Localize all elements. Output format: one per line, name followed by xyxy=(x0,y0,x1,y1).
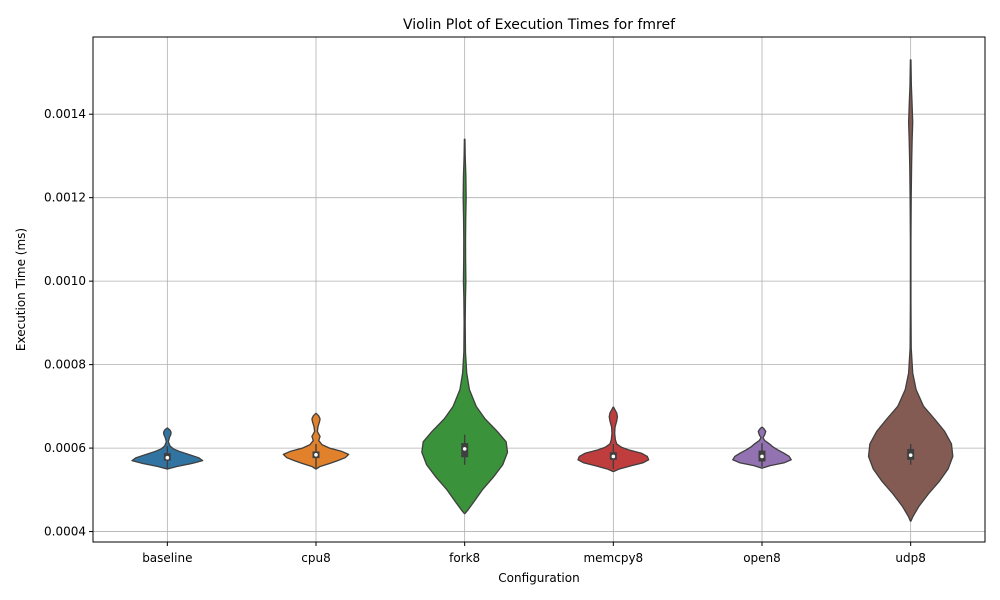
y-tick-label: 0.0010 xyxy=(44,274,86,288)
x-tick-label: baseline xyxy=(142,551,192,565)
median-marker-cpu8 xyxy=(314,452,318,457)
violin-udp8 xyxy=(867,59,954,522)
median-marker-open8 xyxy=(760,454,764,459)
violin-fork8 xyxy=(421,138,509,515)
median-marker-memcpy8 xyxy=(611,454,616,459)
y-axis-title: Execution Time (ms) xyxy=(14,228,28,351)
x-tick-label: open8 xyxy=(743,551,781,565)
y-tick-label: 0.0006 xyxy=(44,441,86,455)
x-axis-title: Configuration xyxy=(498,571,579,585)
x-tick-label: udp8 xyxy=(895,551,925,565)
y-tick-label: 0.0012 xyxy=(44,191,86,205)
axis-ticks: 0.0004 0.0006 0.0008 0.0010 0.0012 0.0014 base… xyxy=(44,107,926,565)
median-marker-fork8 xyxy=(462,447,467,451)
y-tick-label: 0.0008 xyxy=(44,358,86,372)
x-tick-label: cpu8 xyxy=(301,551,330,565)
x-tick-label: fork8 xyxy=(449,551,480,565)
median-marker-baseline xyxy=(165,455,170,460)
median-marker-udp8 xyxy=(908,453,913,457)
chart-title: Violin Plot of Execution Times for fmref xyxy=(403,17,676,33)
violin-cpu8 xyxy=(282,412,350,470)
y-tick-label: 0.0014 xyxy=(44,107,86,121)
x-tick-label: memcpy8 xyxy=(583,551,643,565)
violin-memcpy8 xyxy=(577,406,650,473)
y-tick-label: 0.0004 xyxy=(44,525,86,539)
violins xyxy=(131,59,954,522)
plot-area-frame xyxy=(92,36,986,543)
